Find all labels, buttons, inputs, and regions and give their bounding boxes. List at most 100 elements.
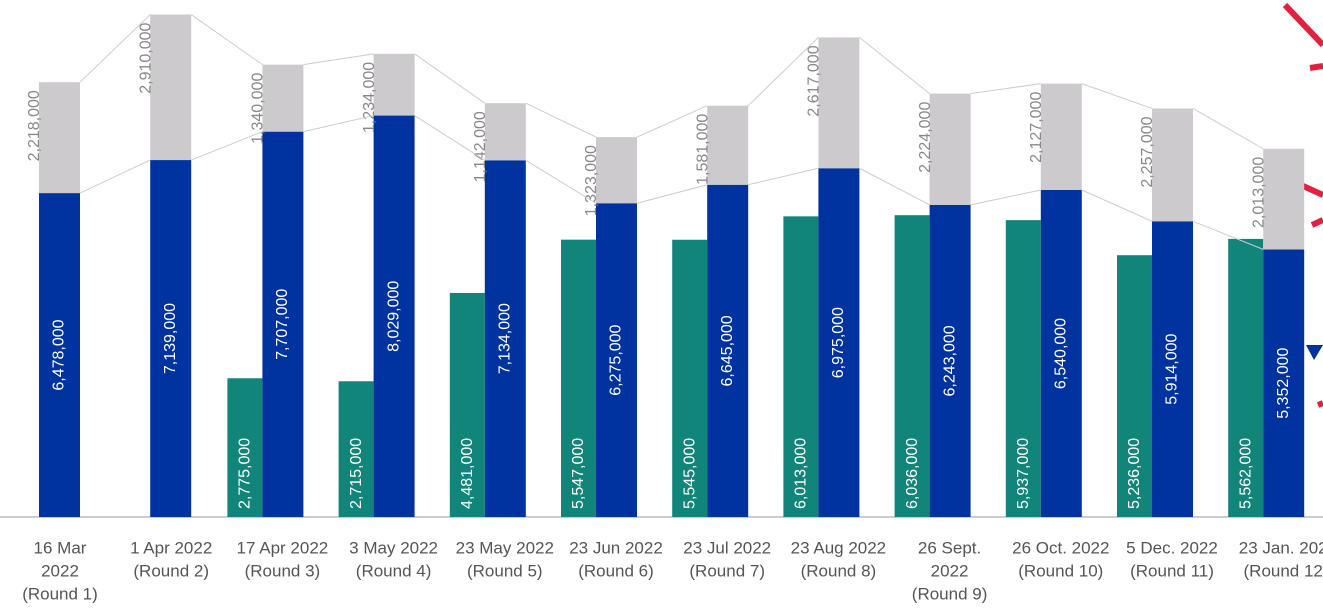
connector [636,105,708,138]
value-label: 8,029,000 [385,281,402,352]
value-label: 2,910,000 [137,22,154,93]
value-label: 6,243,000 [941,325,958,396]
x-tick-label: (Round 6) [578,561,654,580]
bar [1040,190,1082,517]
value-label: 5,236,000 [1126,438,1143,509]
connector [303,115,374,133]
connector [303,53,374,66]
bar [262,64,304,132]
value-label: 7,707,000 [274,289,291,360]
bar [818,37,860,169]
bar [39,82,80,194]
value-label: 2,218,000 [26,90,43,161]
x-tick-label: (Round 1) [22,584,98,603]
connector [1192,220,1264,250]
x-tick-label: 23 Aug 2022 [791,538,886,557]
x-tick-label: 17 Apr 2022 [237,538,329,557]
connector [636,184,708,204]
value-label: 7,139,000 [162,303,179,374]
value-label: 2,257,000 [1139,116,1156,187]
bar [484,103,526,161]
x-tick-label: (Round 4) [356,561,432,580]
connector [414,53,486,104]
x-tick-label: (Round 10) [1018,561,1103,580]
bar [1263,249,1305,517]
bar [1152,221,1193,518]
x-tick-label: (Round 11) [1130,561,1214,580]
connector [1081,83,1153,109]
value-label: 1,234,000 [361,62,378,133]
value-label: 5,937,000 [1015,438,1032,509]
bar [373,53,415,116]
x-tick-label: 26 Oct. 2022 [1012,538,1109,557]
value-label: 2,127,000 [1028,92,1045,163]
value-label: 2,775,000 [237,438,254,509]
value-label: 1,581,000 [694,114,711,185]
bar [484,160,526,518]
value-label: 4,481,000 [459,438,476,509]
bar [818,168,860,517]
x-tick-label: (Round 7) [689,561,765,580]
value-label: 2,013,000 [1250,157,1267,228]
connector [748,167,819,186]
connector [79,159,151,194]
x-tick-label: (Round 5) [467,561,543,580]
bar [338,381,374,517]
bar [929,93,971,205]
connector [859,167,930,206]
x-tick-label: 23 Jan. 202 [1239,538,1323,557]
bar [1228,238,1264,517]
value-label: 6,036,000 [904,438,921,509]
bar [1040,83,1082,190]
bar [373,115,415,518]
bar [929,204,971,517]
x-tick-label: 2022 [41,561,79,580]
x-tick-label: (Round 8) [801,561,877,580]
x-tick-label: 2022 [931,561,969,580]
value-label: 6,645,000 [719,315,736,386]
x-tick-label: (Round 3) [245,561,321,580]
x-tick-label: (Round 2) [133,561,209,580]
value-label: 6,013,000 [793,438,810,509]
x-tick-label: 1 Apr 2022 [130,538,212,557]
connector [414,115,486,161]
decoration [1306,345,1323,360]
x-tick-label: 26 Sept. [918,538,981,557]
bar [449,292,485,517]
connector [970,189,1041,206]
value-label: 5,545,000 [681,438,698,509]
value-label: 5,547,000 [570,438,587,509]
bar [707,105,749,185]
bar [1263,148,1305,250]
x-tick-label: (Round 9) [912,584,988,603]
bar [707,184,749,517]
bar [894,215,930,517]
value-label: 6,540,000 [1053,318,1070,389]
bar [150,14,192,161]
value-label: 2,715,000 [348,438,365,509]
x-tick-label: 5 Dec. 2022 [1126,538,1218,557]
value-label: 5,562,000 [1237,438,1254,509]
connector [1192,108,1264,150]
x-tick-label: 23 Jul 2022 [683,538,771,557]
value-label: 5,914,000 [1164,333,1181,404]
x-tick-label: (Round 12 [1244,561,1323,580]
value-label: 2,617,000 [806,45,823,116]
value-label: 6,478,000 [51,319,68,390]
connector [747,37,819,107]
bar [227,378,263,517]
bar [596,203,637,517]
value-label: 5,352,000 [1275,348,1292,419]
bar [262,131,304,517]
bar [150,160,192,518]
value-label: 1,323,000 [583,145,600,216]
x-tick-label: 3 May 2022 [349,538,438,557]
x-tick-label: 23 May 2022 [456,538,554,557]
connector [525,159,597,204]
connector [525,102,597,138]
bar [783,216,819,517]
connector [190,14,263,66]
bar [672,239,708,517]
bar [561,239,596,517]
